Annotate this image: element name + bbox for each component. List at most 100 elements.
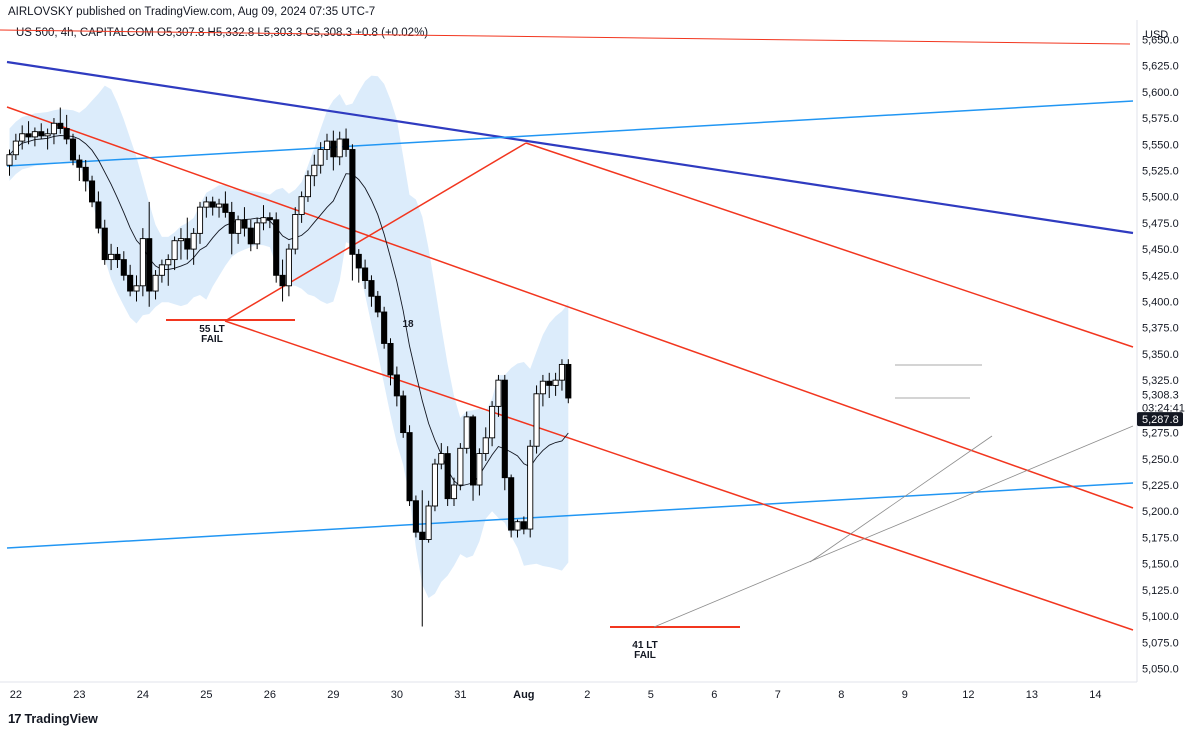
price-tick-label: 5,375.0 — [1142, 323, 1179, 335]
candle-body — [139, 238, 146, 287]
candle — [114, 247, 121, 268]
candle-body — [152, 274, 159, 292]
tradingview-logo-icon: 17 — [8, 711, 22, 726]
candle — [69, 133, 77, 166]
time-tick-label: 26 — [264, 689, 276, 701]
candle-body — [184, 238, 191, 250]
candle-body — [273, 219, 280, 276]
candle — [146, 201, 153, 307]
candle — [336, 131, 343, 166]
trendline-light-blue-upper — [6, 100, 1134, 167]
candle-body — [171, 240, 178, 261]
candle-body — [254, 222, 261, 245]
time-tick-label: 6 — [711, 689, 717, 701]
price-axis[interactable]: 5,650.0 5,625.0 5,600.0 5,575.0 5,550.0 5,525… — [1136, 20, 1185, 682]
price-tick-label: 5,450.0 — [1142, 244, 1179, 256]
candle-body — [527, 445, 534, 530]
candle — [215, 198, 223, 218]
price-tick-label: 5,225.0 — [1142, 480, 1179, 492]
candle — [196, 201, 204, 244]
candle — [76, 154, 83, 181]
candle — [489, 401, 496, 447]
candle-body — [127, 274, 134, 292]
time-tick-label: 2 — [584, 689, 590, 701]
candle — [95, 191, 102, 234]
candle — [419, 490, 426, 627]
candle-body — [228, 211, 235, 234]
candle — [165, 254, 172, 286]
candle — [6, 149, 13, 176]
candle — [120, 251, 127, 281]
candle — [457, 443, 464, 491]
tradingview-logo[interactable]: 17 TradingView — [8, 711, 98, 726]
candle — [362, 259, 369, 289]
bollinger-band — [9, 75, 569, 599]
candle — [88, 175, 96, 208]
candle — [139, 228, 146, 297]
trendline-red-top — [0, 29, 1131, 45]
current-price-label: 5,308.3 — [1142, 390, 1179, 402]
candle-body — [355, 253, 362, 269]
candle-body — [298, 196, 305, 215]
candle-body — [444, 453, 451, 500]
candle — [400, 390, 407, 438]
candle-body — [146, 238, 153, 292]
candle-body — [165, 259, 172, 266]
candle-body — [317, 149, 324, 166]
candle — [495, 374, 502, 417]
candle — [171, 236, 178, 271]
candle — [368, 275, 375, 307]
candle — [44, 128, 51, 150]
candle — [374, 291, 381, 318]
candle-body — [400, 395, 407, 434]
candle — [508, 474, 515, 538]
candle — [127, 264, 134, 297]
price-tick-label: 5,100.0 — [1142, 611, 1179, 623]
time-tick-label: 12 — [962, 689, 974, 701]
candle — [228, 201, 235, 255]
candle — [450, 477, 458, 506]
candle-body — [69, 138, 77, 161]
candle — [184, 217, 191, 260]
candle-body — [101, 227, 108, 261]
annotation-label: 41 LT — [632, 640, 657, 651]
candle-body — [565, 363, 572, 399]
candle — [470, 414, 477, 501]
candle-body — [419, 531, 426, 540]
candle-body — [533, 393, 540, 447]
candle-body — [12, 140, 19, 156]
candle-body — [279, 274, 286, 287]
candle — [203, 196, 210, 218]
candle — [317, 142, 324, 174]
time-axis[interactable]: 22 23 24 25 26 29 30 31 Aug 2 5 6 7 8 9 12 13 14 — [0, 681, 1137, 701]
time-tick-label: 5 — [648, 689, 654, 701]
time-tick-label: 31 — [454, 689, 466, 701]
candle-body — [209, 201, 216, 208]
candle — [82, 159, 89, 192]
candle-body — [63, 128, 70, 140]
candle-body — [546, 380, 553, 386]
time-tick-label: 8 — [838, 689, 844, 701]
annotation-label: 18 — [402, 319, 414, 330]
candle — [50, 118, 57, 145]
candle — [292, 207, 299, 255]
price-tick-label: 5,200.0 — [1142, 506, 1179, 518]
price-tick-label: 5,550.0 — [1142, 139, 1179, 151]
price-tick-label: 5,275.0 — [1142, 428, 1179, 440]
candle — [133, 275, 140, 302]
candle-body — [450, 484, 458, 500]
price-tick-label: 5,050.0 — [1142, 664, 1179, 676]
candle-body — [393, 374, 400, 397]
trendlines — [0, 29, 1134, 631]
candle-body — [57, 122, 64, 129]
candle-body — [374, 295, 381, 313]
candle-body — [387, 343, 394, 376]
candle-body — [336, 138, 343, 158]
candle-body — [133, 285, 140, 292]
candle-body — [177, 238, 185, 242]
candle-body — [558, 363, 565, 381]
candle-body — [44, 133, 51, 137]
price-tick-label: 5,650.0 — [1142, 34, 1179, 46]
annotation-sublabel: FAIL — [634, 650, 656, 661]
